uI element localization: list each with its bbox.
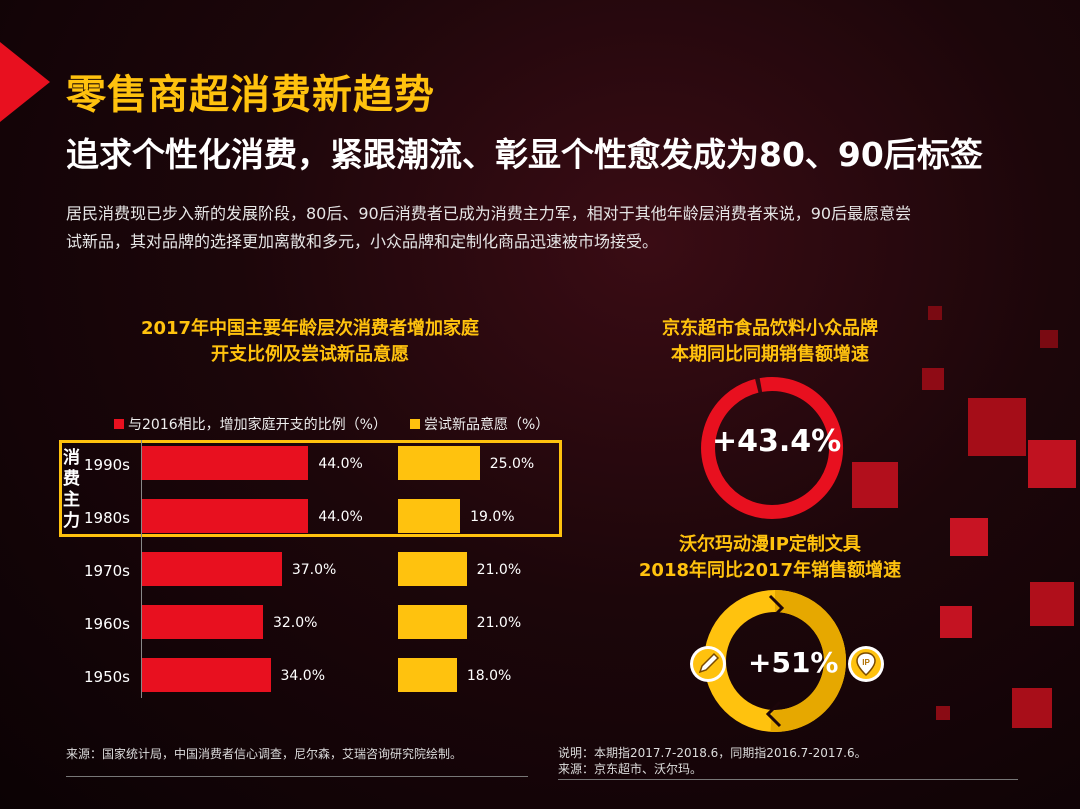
donut1-arc [701, 377, 844, 519]
bar-chart-axis [141, 440, 142, 698]
category-label: 1950s [84, 668, 130, 686]
category-label: 1970s [84, 562, 130, 580]
legend-swatch-yellow [410, 419, 420, 429]
bar-new-product-willingness [398, 658, 457, 692]
decor-cube [936, 706, 950, 720]
right-footnotes: 说明：本期指2017.7-2018.6，同期指2016.7-2017.6。 来源… [558, 745, 867, 777]
category-label: 1980s [84, 509, 130, 527]
category-label: 1990s [84, 456, 130, 474]
intro-line-1: 居民消费现已步入新的发展阶段，80后、90后消费者已成为消费主力军，相对于其他年… [66, 204, 912, 223]
bar-row-1970s: 1970s 37.0% 21.0% [0, 552, 560, 592]
legend-label-series-1: 与2016相比，增加家庭开支的比例（%） [128, 417, 387, 433]
bar-household-spending-label: 37.0% [291, 562, 337, 578]
decor-cube [852, 462, 898, 508]
bar-household-spending [142, 605, 263, 639]
decor-cube [1030, 582, 1074, 626]
bar-household-spending [142, 446, 309, 480]
bar-chart-source: 来源：国家统计局，中国消费者信心调查，尼尔森，艾瑞咨询研究院绘制。 [66, 747, 463, 761]
pencil-icon [690, 646, 726, 682]
bar-household-spending-label: 44.0% [318, 509, 363, 525]
donut2-value-label: +51% [748, 646, 839, 679]
main-consumer-label: 消费主力 [63, 448, 80, 531]
note-line-1: 说明：本期指2017.7-2018.6，同期指2016.7-2017.6。 [558, 746, 867, 760]
note-line-2: 来源：京东超市、沃尔玛。 [558, 762, 703, 776]
footer-divider-left [66, 776, 528, 777]
decor-cube [968, 398, 1026, 456]
donut1-chart [701, 377, 844, 519]
donut2-title: 沃尔玛动漫IP定制文具 2018年同比2017年销售额增速 [600, 532, 940, 584]
donut2-divider-bottom [765, 700, 782, 728]
decor-cube [928, 306, 942, 320]
donut1-title-line-2: 本期同比同期销售额增速 [671, 344, 869, 365]
decor-cube [1028, 440, 1076, 488]
donut1-value-label: +43.4% [712, 424, 842, 459]
legend-series-1: 与2016相比，增加家庭开支的比例（%） [114, 414, 387, 434]
bar-chart-title-line-2: 开支比例及尝试新品意愿 [211, 344, 409, 365]
decor-cube [940, 606, 972, 638]
corner-triangle-decoration [0, 42, 50, 122]
decor-cube [922, 368, 944, 390]
ip-badge-icon: IP [848, 646, 884, 682]
bar-household-spending [142, 552, 282, 586]
main-consumer-highlight-box [59, 440, 562, 537]
bar-row-1980s: 1980s 44.0% 19.0% [0, 499, 560, 539]
bar-new-product-willingness-label: 25.0% [489, 456, 535, 472]
donut2-arc [770, 590, 846, 732]
decor-cube [950, 518, 988, 556]
intro-line-2: 试新品，其对品牌的选择更加离散和多元，小众品牌和定制化商品迅速被市场接受。 [66, 232, 659, 251]
donut2-divider-top [768, 594, 785, 622]
footer-divider-right [558, 779, 1018, 780]
bar-new-product-willingness [398, 605, 467, 639]
legend-swatch-red [114, 419, 124, 429]
page-title: 零售商超消费新趋势 [66, 72, 435, 118]
bar-household-spending-label: 34.0% [280, 668, 325, 684]
bar-chart-title-line-1: 2017年中国主要年龄层次消费者增加家庭 [140, 318, 480, 339]
intro-paragraph: 居民消费现已步入新的发展阶段，80后、90后消费者已成为消费主力军，相对于其他年… [66, 200, 1026, 256]
bar-new-product-willingness-label: 19.0% [470, 509, 515, 525]
category-label: 1960s [84, 615, 130, 633]
decor-cube [1012, 688, 1052, 728]
page-subtitle: 追求个性化消费，紧跟潮流、彰显个性愈发成为80、90后标签 [66, 135, 983, 174]
bar-household-spending-label: 32.0% [272, 615, 318, 631]
legend-series-2: 尝试新品意愿（%） [410, 414, 549, 434]
bar-row-1960s: 1960s 32.0% 21.0% [0, 605, 560, 645]
svg-text:IP: IP [862, 658, 870, 667]
bar-new-product-willingness [398, 499, 461, 533]
donut2-title-line-2: 2018年同比2017年销售额增速 [638, 560, 902, 581]
bar-household-spending [142, 658, 271, 692]
bar-new-product-willingness [398, 446, 480, 480]
bar-row-1990s: 1990s 44.0% 25.0% [0, 446, 560, 486]
bar-new-product-willingness-label: 21.0% [476, 615, 522, 631]
bar-household-spending [142, 499, 309, 533]
donut2-title-line-1: 沃尔玛动漫IP定制文具 [679, 534, 861, 555]
decor-cube [1040, 330, 1058, 348]
bar-chart-title: 2017年中国主要年龄层次消费者增加家庭 开支比例及尝试新品意愿 [60, 316, 560, 368]
bar-new-product-willingness-label: 21.0% [476, 562, 522, 578]
legend-label-series-2: 尝试新品意愿（%） [424, 417, 550, 433]
bar-household-spending-label: 44.0% [318, 456, 363, 472]
donut1-title-line-1: 京东超市食品饮料小众品牌 [662, 318, 878, 339]
donut1-title: 京东超市食品饮料小众品牌 本期同比同期销售额增速 [600, 316, 940, 368]
bar-new-product-willingness [398, 552, 467, 586]
bar-row-1950s: 1950s 34.0% 18.0% [0, 658, 560, 698]
bar-new-product-willingness-label: 18.0% [466, 668, 512, 684]
